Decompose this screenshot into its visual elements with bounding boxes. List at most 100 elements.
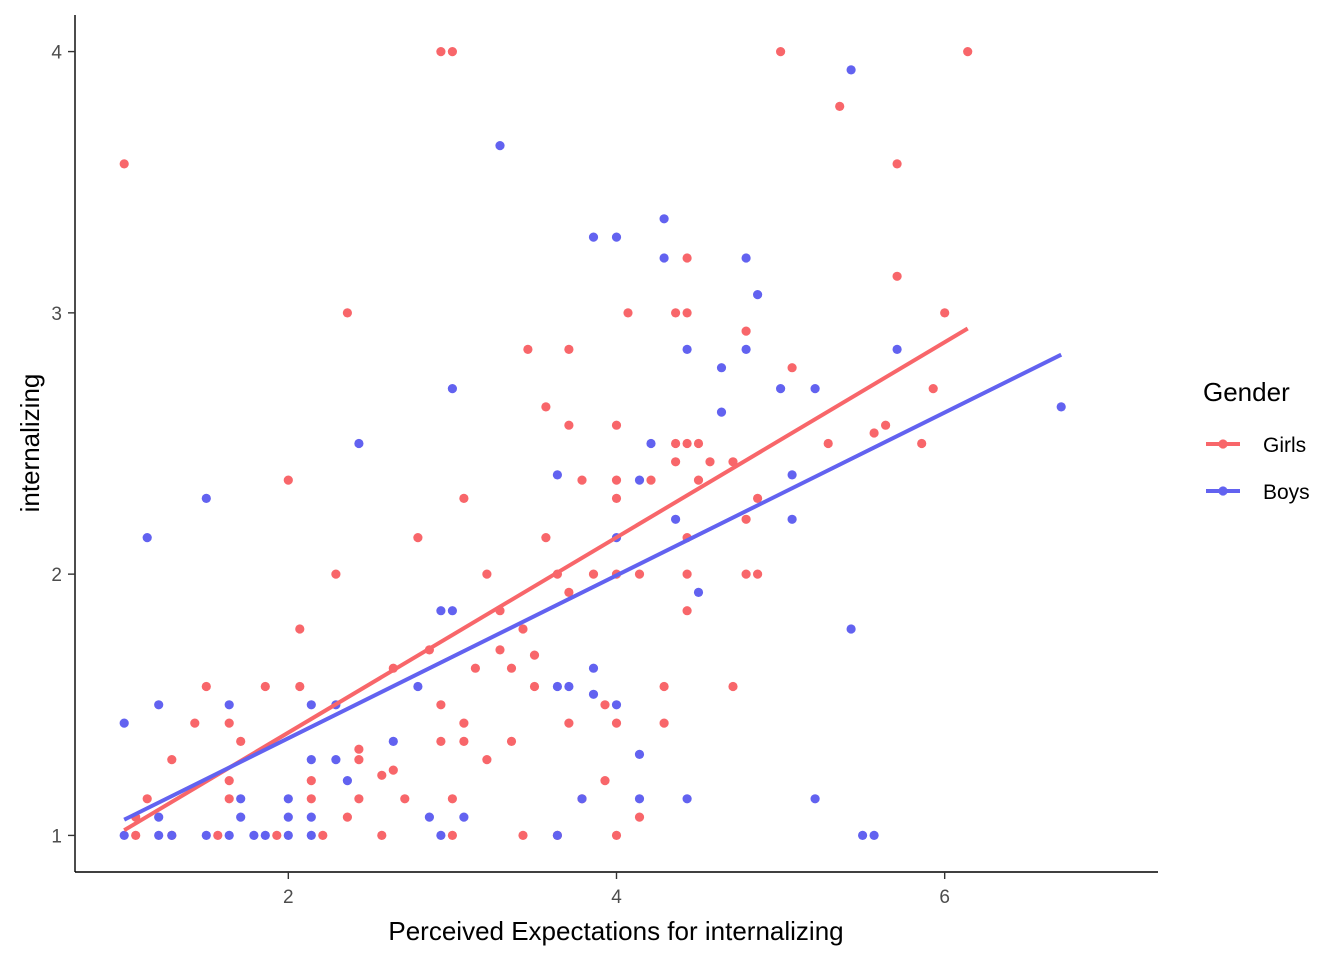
point-boys bbox=[787, 514, 797, 524]
point-boys bbox=[753, 290, 763, 300]
point-girls bbox=[564, 344, 574, 354]
point-girls bbox=[671, 438, 681, 449]
point-boys bbox=[892, 344, 902, 354]
point-girls bbox=[541, 402, 551, 412]
point-girls bbox=[224, 776, 234, 786]
point-boys bbox=[716, 363, 727, 373]
point-boys bbox=[577, 794, 587, 804]
point-boys bbox=[306, 812, 316, 822]
point-boys bbox=[236, 794, 246, 804]
point-boys bbox=[810, 384, 820, 394]
legend-key-point-girls bbox=[1218, 439, 1228, 449]
fit-line-girls bbox=[123, 326, 969, 832]
point-girls bbox=[523, 344, 533, 354]
point-boys bbox=[154, 830, 164, 841]
point-boys bbox=[436, 830, 446, 841]
point-boys bbox=[459, 812, 469, 822]
point-girls bbox=[306, 794, 316, 804]
point-girls bbox=[354, 794, 364, 804]
point-girls bbox=[354, 744, 364, 754]
point-boys bbox=[846, 65, 856, 75]
point-girls bbox=[682, 253, 692, 263]
point-boys bbox=[447, 384, 457, 394]
point-girls bbox=[787, 363, 797, 373]
legend-items: Girls Boys bbox=[1206, 434, 1310, 504]
point-girls bbox=[623, 308, 633, 318]
point-girls bbox=[892, 271, 902, 281]
legend-title: Gender bbox=[1203, 377, 1290, 407]
point-girls bbox=[119, 159, 129, 169]
point-boys bbox=[201, 830, 211, 841]
point-girls bbox=[928, 384, 938, 394]
point-girls bbox=[470, 663, 480, 673]
point-boys bbox=[447, 606, 457, 616]
point-girls bbox=[400, 794, 410, 804]
point-girls bbox=[495, 645, 505, 655]
point-boys bbox=[776, 384, 786, 394]
point-girls bbox=[671, 308, 681, 318]
point-girls bbox=[306, 776, 316, 786]
legend: Gender Girls Boys bbox=[1203, 377, 1310, 504]
point-girls bbox=[506, 663, 517, 673]
point-boys bbox=[552, 470, 563, 480]
point-girls bbox=[459, 736, 469, 747]
point-girls bbox=[682, 438, 692, 449]
point-girls bbox=[741, 514, 751, 524]
point-girls bbox=[167, 755, 177, 765]
point-girls bbox=[753, 493, 763, 503]
point-girls bbox=[272, 830, 282, 841]
point-boys bbox=[119, 718, 129, 728]
point-girls bbox=[459, 493, 469, 503]
point-girls bbox=[682, 569, 692, 579]
point-girls bbox=[518, 624, 528, 634]
point-boys bbox=[436, 606, 446, 616]
point-boys bbox=[741, 253, 751, 263]
point-boys bbox=[1056, 402, 1066, 412]
point-girls bbox=[611, 475, 622, 485]
point-girls bbox=[741, 326, 751, 336]
point-boys bbox=[671, 514, 681, 524]
point-boys bbox=[388, 736, 398, 747]
point-girls bbox=[611, 830, 622, 841]
point-boys bbox=[588, 663, 599, 673]
point-girls bbox=[224, 794, 234, 804]
point-girls bbox=[693, 438, 704, 449]
point-girls bbox=[283, 475, 293, 485]
point-boys bbox=[249, 830, 259, 841]
legend-key-point-boys bbox=[1218, 486, 1228, 496]
point-girls bbox=[447, 794, 457, 804]
point-boys bbox=[716, 407, 727, 417]
x-tick-label: 4 bbox=[611, 887, 622, 908]
point-girls bbox=[377, 770, 387, 780]
point-girls bbox=[295, 624, 305, 634]
point-boys bbox=[306, 755, 316, 765]
point-boys bbox=[283, 830, 293, 841]
points-layer bbox=[119, 47, 1066, 841]
point-girls bbox=[564, 587, 574, 598]
point-girls bbox=[413, 533, 423, 543]
point-boys bbox=[224, 830, 234, 841]
point-boys bbox=[306, 700, 316, 710]
fit-lines-layer bbox=[123, 326, 1063, 832]
point-boys bbox=[787, 470, 797, 480]
point-boys bbox=[413, 681, 423, 692]
point-girls bbox=[869, 428, 879, 438]
point-boys bbox=[869, 830, 879, 841]
point-boys bbox=[283, 794, 293, 804]
point-boys bbox=[659, 253, 669, 263]
x-axis-title: Perceived Expectations for internalizing bbox=[388, 916, 843, 946]
point-girls bbox=[224, 718, 234, 728]
y-axis-title: internalizing bbox=[15, 374, 45, 513]
point-girls bbox=[142, 794, 152, 804]
point-girls bbox=[388, 765, 398, 775]
point-boys bbox=[846, 624, 856, 634]
point-boys bbox=[611, 232, 622, 242]
y-tick-label: 2 bbox=[51, 565, 62, 586]
point-girls bbox=[646, 475, 656, 485]
point-boys bbox=[142, 533, 152, 543]
point-boys bbox=[260, 830, 270, 841]
legend-label-girls: Girls bbox=[1263, 434, 1306, 457]
point-girls bbox=[436, 47, 446, 57]
point-girls bbox=[447, 47, 457, 57]
point-girls bbox=[318, 830, 328, 841]
